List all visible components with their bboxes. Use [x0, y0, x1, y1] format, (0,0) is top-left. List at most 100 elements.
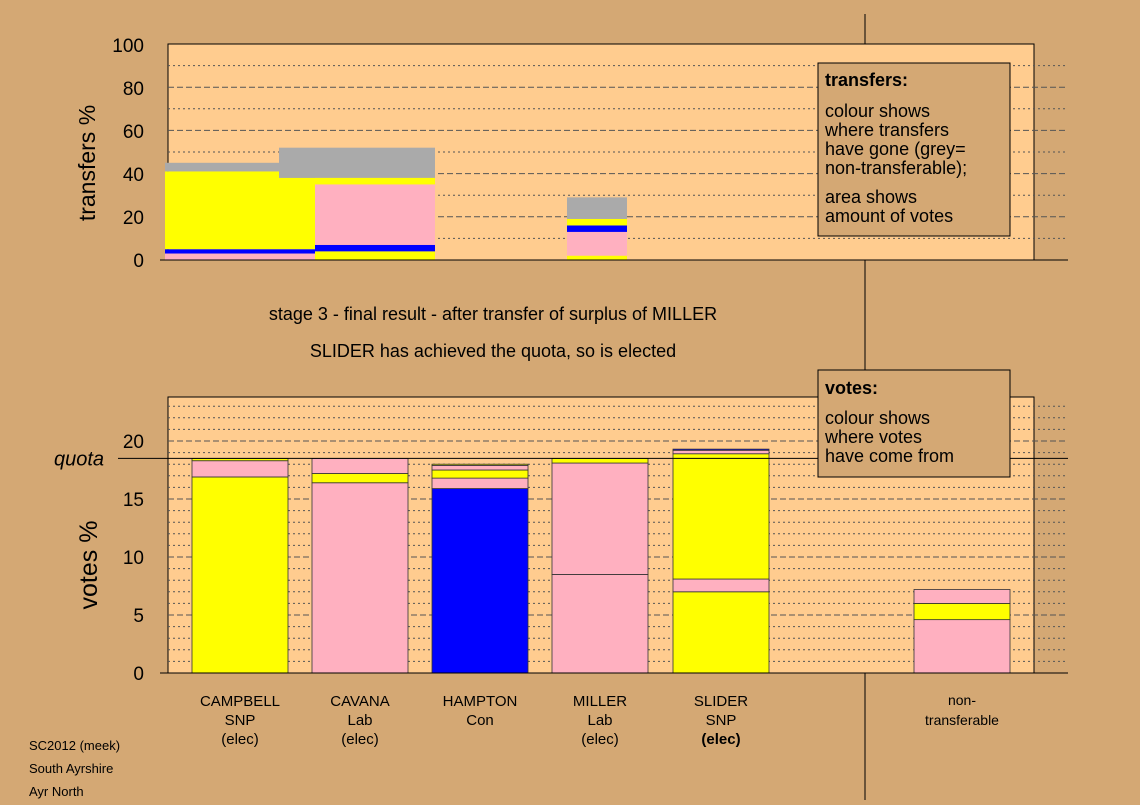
- vote-segment-lab: [913, 619, 1011, 674]
- transfer-segment-con: [165, 249, 315, 254]
- votes-legend-title: votes:: [825, 378, 878, 398]
- candidate-name: MILLER: [573, 693, 627, 710]
- transfers-legend-line: colour shows: [825, 101, 930, 121]
- votes-tick-15: 15: [123, 490, 144, 511]
- candidate-label-miller: MILLER Lab (elec): [573, 693, 627, 748]
- candidate-status: (elec): [341, 731, 379, 748]
- votes-legend-box: [817, 369, 1011, 478]
- vote-segment-snp: [191, 476, 289, 674]
- transfers-legend-line: non-transferable);: [825, 158, 967, 178]
- transfers-tick-40: 40: [123, 165, 144, 186]
- votes-legend: votes: colour shows where votes have com…: [817, 369, 1011, 478]
- vote-bar-hampton: [431, 463, 529, 674]
- vote-segment-lab: [311, 457, 409, 474]
- candidate-name: SLIDER: [694, 693, 748, 710]
- vote-segment-snp: [431, 463, 529, 466]
- vote-segment-snp: [672, 591, 770, 674]
- candidate-status: (elec): [701, 731, 740, 748]
- transfers-legend-title: transfers:: [825, 70, 908, 90]
- transfer-segment-snp: [315, 251, 435, 260]
- transfers-tick-0: 0: [133, 251, 144, 272]
- candidate-party: Lab: [587, 712, 612, 729]
- vote-segment-snp: [672, 453, 770, 580]
- transfer-segment-nontransferable: [279, 147, 435, 178]
- vote-bar-slider: [672, 448, 770, 674]
- vote-segment-lab: [551, 462, 649, 575]
- votes-tick-0: 0: [133, 664, 144, 685]
- transfer-segment-snp: [315, 177, 435, 185]
- candidate-status: (elec): [581, 731, 619, 748]
- votes-tick-10: 10: [123, 548, 144, 569]
- elected-caption: SLIDER has achieved the quota, so is ele…: [310, 341, 676, 361]
- candidate-labels: CAMPBELL SNP (elec) CAVANA Lab (elec) HA…: [200, 692, 999, 748]
- vote-bar-campbell: [191, 457, 289, 674]
- footer: SC2012 (meek) South Ayrshire Ayr North: [29, 738, 120, 799]
- votes-y-axis: 0 5 10 15 20 votes %: [75, 432, 144, 685]
- candidate-party: SNP: [706, 712, 737, 729]
- vote-segment-con: [431, 488, 529, 674]
- votes-legend-line: colour shows: [825, 408, 930, 428]
- transfer-segment-nontransferable: [567, 197, 627, 219]
- transfers-tick-60: 60: [123, 122, 144, 143]
- votes-ylabel: votes %: [75, 521, 103, 610]
- transfers-legend-line: amount of votes: [825, 206, 953, 226]
- transfer-segment-snp: [567, 218, 627, 226]
- vote-segment-con: [672, 448, 770, 451]
- vote-segment-lab: [431, 477, 529, 489]
- transfer-segment-lab: [567, 231, 627, 256]
- transfers-tick-100: 100: [112, 36, 144, 57]
- transfers-panel: 0 20 40 60 80 100 transfers % transfers:…: [74, 36, 1068, 272]
- transfers-legend-line: where transfers: [824, 120, 949, 140]
- quota-label: quota: [54, 448, 104, 470]
- candidate-party: Lab: [347, 712, 372, 729]
- transfers-tick-20: 20: [123, 208, 144, 229]
- transfer-segment-con: [567, 225, 627, 232]
- candidate-label-hampton: HAMPTON Con: [443, 693, 518, 729]
- transfers-legend-line: have gone (grey=: [825, 139, 966, 159]
- vote-segment-lab: [672, 449, 770, 455]
- votes-legend-line: have come from: [825, 446, 954, 466]
- transfers-ylabel: transfers %: [74, 105, 100, 221]
- footer-line: SC2012 (meek): [29, 738, 120, 753]
- nontransferable-label: non- transferable: [925, 692, 999, 728]
- vote-segment-lab: [913, 589, 1011, 604]
- transfers-y-axis: 0 20 40 60 80 100 transfers %: [74, 36, 144, 272]
- transfers-tick-80: 80: [123, 79, 144, 100]
- votes-tick-20: 20: [123, 432, 144, 453]
- transfer-segment-con: [315, 244, 435, 252]
- nontransferable-label-line: non-: [948, 692, 976, 708]
- transfer-segment-snp: [165, 171, 315, 250]
- transfers-legend: transfers: colour shows where transfers …: [817, 62, 1011, 237]
- candidate-label-slider: SLIDER SNP (elec): [694, 693, 748, 748]
- vote-segment-lab: [311, 482, 409, 674]
- vote-bar-cavana: [311, 457, 409, 674]
- votes-panel: quota 0 5 10 15 20 votes % votes: colour…: [54, 369, 1068, 685]
- stage-caption: stage 3 - final result - after transfer …: [269, 304, 717, 324]
- candidate-name: CAVANA: [330, 693, 389, 710]
- footer-line: Ayr North: [29, 784, 84, 799]
- candidate-name: HAMPTON: [443, 693, 518, 710]
- vote-segment-lab: [551, 574, 649, 674]
- candidate-label-campbell: CAMPBELL SNP (elec): [200, 693, 280, 748]
- candidate-label-cavana: CAVANA Lab (elec): [330, 693, 389, 748]
- transfer-segment-snp: [567, 255, 627, 260]
- vote-segment-snp: [311, 473, 409, 484]
- transfers-legend-line: area shows: [825, 187, 917, 207]
- votes-legend-line: where votes: [824, 427, 922, 447]
- votes-tick-5: 5: [133, 606, 144, 627]
- candidate-party: Con: [466, 712, 494, 729]
- transfer-segment-lab: [165, 253, 315, 260]
- footer-line: South Ayrshire: [29, 761, 113, 776]
- vote-segment-lab: [672, 578, 770, 593]
- vote-segment-lab: [431, 464, 529, 471]
- vote-segment-snp: [551, 457, 649, 464]
- vote-bar-miller: [551, 457, 649, 674]
- candidate-status: (elec): [221, 731, 259, 748]
- candidate-party: SNP: [225, 712, 256, 729]
- transfer-segment-lab: [315, 184, 435, 245]
- candidate-name: CAMPBELL: [200, 693, 280, 710]
- transfer-segment-nontransferable: [165, 162, 315, 172]
- vote-segment-snp: [913, 603, 1011, 621]
- vote-segment-snp: [431, 469, 529, 479]
